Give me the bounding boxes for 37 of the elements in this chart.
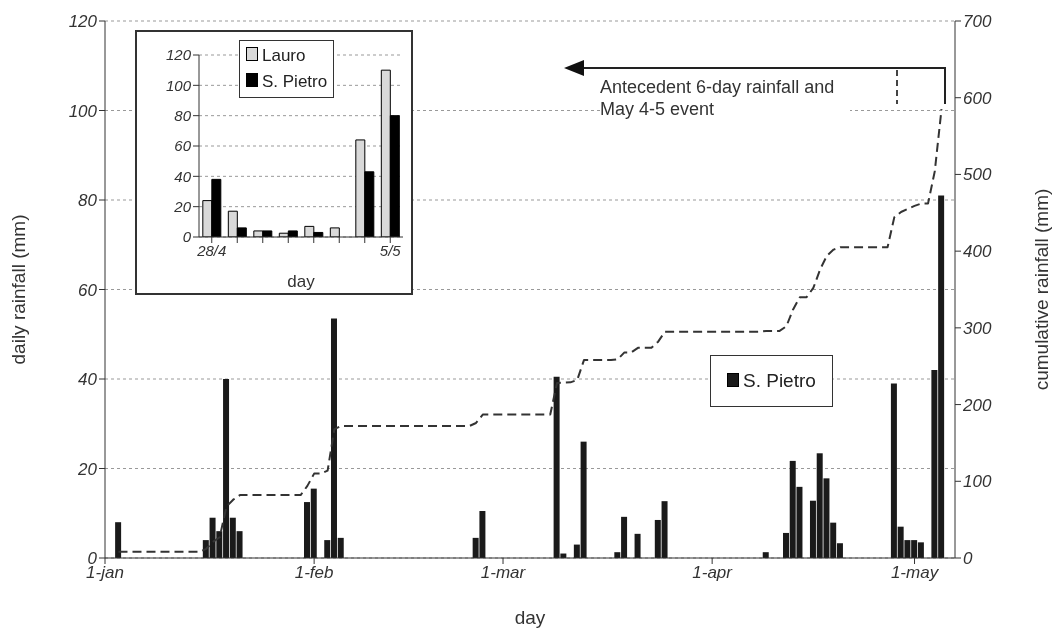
bar: [115, 522, 122, 558]
x-tick-label: 1-mar: [480, 563, 527, 583]
y2-axis-title: cumulative rainfall (mm): [1030, 188, 1052, 391]
y-axis-title: daily rainfall (mm): [7, 214, 29, 365]
y2-tick-label: 0: [963, 549, 973, 569]
y-tick-label: 100: [165, 76, 192, 94]
y2-tick-label: 200: [962, 395, 992, 415]
x-axis-title: day: [514, 607, 546, 628]
y-tick-label: 80: [78, 191, 98, 211]
bar: [329, 227, 340, 237]
y-tick-label: 40: [78, 370, 98, 390]
y2-tick-label: 300: [963, 318, 992, 338]
y-tick-label: 60: [78, 280, 98, 300]
y2-tick-label: 400: [963, 242, 992, 262]
y2-tick-label: 100: [963, 472, 992, 492]
legend-label: Lauro: [261, 45, 307, 67]
x-tick-label: 1-may: [890, 563, 940, 583]
x-tick-label: 1-apr: [692, 563, 734, 583]
y2-tick-label: 600: [963, 88, 992, 108]
y-tick-label: 40: [174, 167, 192, 185]
x-tick-label: 28/4: [196, 241, 227, 259]
annotation: Antecedent 6-day rainfall and May 4-5 event: [600, 76, 850, 120]
x-tick-label: 5/5: [379, 241, 402, 259]
y-tick-label: 100: [68, 101, 98, 121]
y-tick-label: 80: [174, 106, 192, 124]
y2-tick-label: 500: [963, 165, 992, 185]
y-tick-label: 120: [68, 12, 98, 32]
y-tick-label: 120: [165, 46, 192, 64]
x-axis-title: day: [287, 272, 316, 291]
legend-label: S. Pietro: [261, 71, 328, 93]
y-tick-label: 20: [77, 459, 98, 479]
y-tick-label: 20: [173, 197, 192, 215]
y-tick-label: 60: [174, 137, 192, 155]
y-tick-label: 0: [182, 228, 192, 246]
y2-tick-label: 700: [963, 12, 992, 32]
x-tick-label: 1-feb: [294, 563, 334, 583]
legend-label: S. Pietro: [742, 370, 816, 392]
